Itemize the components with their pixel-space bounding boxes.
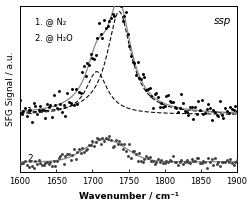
Text: 2: 2	[27, 154, 33, 163]
Y-axis label: SFG Signal / a.u.: SFG Signal / a.u.	[6, 52, 15, 126]
Text: 1: 1	[27, 107, 33, 116]
Text: 2. @ H₂O: 2. @ H₂O	[35, 33, 72, 42]
X-axis label: Wavenumber / cm⁻¹: Wavenumber / cm⁻¹	[78, 191, 178, 200]
Text: 1. @ N₂: 1. @ N₂	[35, 18, 66, 27]
Text: ssp: ssp	[213, 16, 230, 26]
